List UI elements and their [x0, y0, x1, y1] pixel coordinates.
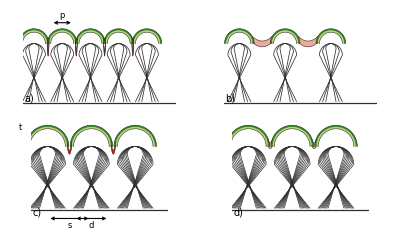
Text: d): d): [233, 208, 243, 218]
Polygon shape: [70, 125, 113, 147]
Text: t: t: [19, 123, 22, 132]
Polygon shape: [298, 37, 318, 47]
Polygon shape: [268, 139, 273, 149]
Polygon shape: [26, 125, 69, 147]
Polygon shape: [273, 127, 312, 147]
Polygon shape: [67, 141, 72, 154]
Polygon shape: [48, 29, 77, 44]
Polygon shape: [104, 38, 106, 56]
Text: a): a): [25, 93, 34, 103]
Polygon shape: [49, 31, 75, 44]
Text: b): b): [226, 93, 236, 103]
Polygon shape: [21, 31, 47, 44]
Polygon shape: [272, 31, 298, 44]
Polygon shape: [315, 125, 357, 147]
Polygon shape: [316, 29, 346, 44]
Text: s: s: [67, 220, 72, 230]
Polygon shape: [47, 38, 49, 56]
Polygon shape: [111, 141, 116, 154]
Polygon shape: [270, 29, 300, 44]
Polygon shape: [116, 127, 154, 147]
Polygon shape: [75, 38, 77, 56]
Polygon shape: [76, 29, 105, 44]
Polygon shape: [114, 125, 156, 147]
Polygon shape: [132, 38, 134, 56]
Text: d: d: [89, 220, 94, 230]
Polygon shape: [226, 31, 252, 44]
Polygon shape: [132, 29, 162, 44]
Polygon shape: [104, 29, 134, 44]
Polygon shape: [317, 127, 355, 147]
Polygon shape: [72, 127, 111, 147]
Polygon shape: [227, 125, 270, 147]
Polygon shape: [19, 29, 49, 44]
Polygon shape: [229, 127, 268, 147]
Polygon shape: [312, 139, 316, 149]
Polygon shape: [106, 31, 132, 44]
Polygon shape: [224, 29, 254, 44]
Polygon shape: [134, 31, 160, 44]
Polygon shape: [271, 125, 314, 147]
Text: c): c): [32, 208, 42, 218]
Polygon shape: [318, 31, 344, 44]
Text: p: p: [60, 11, 65, 21]
Polygon shape: [78, 31, 104, 44]
Polygon shape: [252, 37, 272, 47]
Polygon shape: [28, 127, 67, 147]
